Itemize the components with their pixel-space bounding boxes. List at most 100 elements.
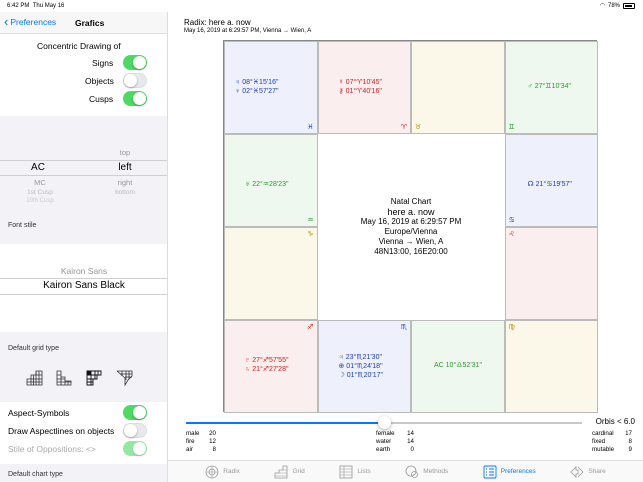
stat-row: water 14 [376, 438, 414, 446]
picker-option[interactable]: top [119, 148, 131, 157]
tab-bar: Radix Grid Lists Methods Preferences Sha… [168, 460, 643, 482]
stat-value: 12 [209, 438, 216, 445]
planet-list: ♇ 27°♐57'55" ♄ 21°♐27'28" [245, 356, 288, 374]
gemini-sign-icon: ♊ [508, 124, 515, 131]
chart-date: May 16, 2019 at 6:29:57 PM [360, 217, 462, 226]
chart-cell-libra[interactable]: AC 10°♎52'31" [411, 320, 505, 413]
tab-grid[interactable]: Grid [274, 465, 305, 479]
planet-list: ♃ 23°♏21'30" ⊕ 01°♏24'18" ☽ 01°♏20'17" [339, 353, 383, 380]
toggle-aspect-symbols-label: Aspect-Symbols [8, 408, 70, 418]
stat-label: mutable [592, 446, 615, 453]
toggle-signs[interactable] [123, 55, 147, 70]
chart-cell-sagittarius[interactable]: ♐ ♇ 27°♐57'55" ♄ 21°♐27'28" [224, 320, 318, 413]
planet-position: ♀ 02°♓57'27" [235, 88, 279, 95]
chart-cell-virgo[interactable]: ♍ [504, 320, 598, 413]
font-selected[interactable]: Kairon Sans Black [43, 280, 125, 291]
stat-value: 0 [410, 446, 414, 453]
stat-value: 20 [209, 430, 216, 437]
font-option[interactable]: Kairon Sans [60, 266, 108, 276]
stat-row: air 8 [186, 446, 216, 454]
back-button[interactable]: ‹ Preferences [4, 14, 57, 29]
tab-share[interactable]: Share [570, 465, 606, 479]
font-picker[interactable]: Kairon Sans Kairon Sans Black [0, 244, 167, 332]
chart-location: Vienna → Wien, A [378, 237, 444, 246]
stat-value: 14 [407, 430, 414, 437]
stat-row: female 14 [376, 430, 414, 438]
chart-cell-scorpio[interactable]: ♏ ♃ 23°♏21'30" ⊕ 01°♏24'18" ☽ 01°♏20'17" [317, 320, 411, 413]
stat-label: cardinal [592, 430, 614, 437]
picker-selected-primary[interactable]: AC [31, 162, 45, 173]
orbis-slider[interactable] [186, 416, 582, 429]
grid-type-filled-icon[interactable] [86, 370, 103, 386]
orbis-slider-knob[interactable] [378, 416, 391, 429]
chart-coords: 48N13:00, 16E20:00 [374, 247, 448, 256]
planet-position: AC 10°♎52'31" [434, 362, 482, 369]
chart-cell-leo[interactable]: ♌ [504, 227, 598, 320]
taurus-sign-icon: ♉ [415, 124, 422, 131]
orbis-label: Orbis < 6.0 [595, 417, 635, 426]
stat-label: male [186, 430, 200, 437]
toggle-oppositions[interactable] [123, 441, 147, 456]
planet-list: ♃ 08°♓15'16" ♀ 02°♓57'27" [235, 78, 278, 96]
status-time: 6:42 PM Thu May 16 [7, 3, 65, 9]
grid-type-diagonal-icon[interactable] [116, 370, 133, 386]
planet-position: ⊕ 01°♏24'18" [338, 363, 383, 370]
tab-lists[interactable]: Lists [339, 465, 371, 479]
planet-position: ♄ 21°♐27'28" [245, 366, 289, 373]
main-area: Radix: here a. now May 16, 2019 at 6:29:… [168, 12, 643, 482]
stat-label: fire [186, 438, 195, 445]
chart-cell-aries[interactable]: ♈ ☿ 07°♈10'45" ⚷ 01°♈40'16" [317, 41, 411, 134]
chart-cell-aquarius[interactable]: ♒ ♅ 22°♒28'23" [224, 134, 318, 227]
font-stile-label: Font stile [8, 222, 37, 229]
natal-chart-grid[interactable]: ♍ AC 10°♎52'31" ♏ ♃ 23°♏21'30" ⊕ 01°♏24'18" ☽… [223, 40, 598, 413]
stats-modalities: cardinal 17 fixed 8 mutable 9 [592, 430, 632, 454]
chart-cell-gemini[interactable]: ♊ ♂ 27°♊10'34" [504, 41, 598, 134]
picker-selected-secondary[interactable]: left [118, 162, 132, 173]
planet-position: ♃ 08°♓15'16" [235, 79, 279, 86]
chart-cell-taurus[interactable]: ♉ [411, 41, 505, 134]
orientation-picker[interactable]: top AC left MC right 1st Cusp bottom 10t… [0, 116, 167, 212]
tab-methods[interactable]: Methods [405, 465, 448, 479]
stat-row: male 20 [186, 430, 216, 438]
chart-cell-pisces[interactable]: ♓ ♃ 08°♓15'16" ♀ 02°♓57'27" [224, 41, 318, 134]
stat-row: fixed 8 [592, 438, 632, 446]
picker-option[interactable]: 1st Cusp [27, 189, 53, 196]
stat-label: earth [376, 446, 391, 453]
picker-option[interactable]: MC [34, 178, 46, 187]
toggle-aspectlines-label: Draw Aspectlines on objects [8, 426, 115, 436]
toggle-cusps[interactable] [123, 91, 147, 106]
orbis-slider-fill [186, 422, 384, 424]
share-icon [570, 465, 584, 478]
stat-label: water [376, 438, 392, 445]
tab-preferences[interactable]: Preferences [483, 465, 536, 479]
chart-type: Natal Chart [390, 197, 432, 206]
toggle-objects-label: Objects [85, 76, 114, 86]
toggle-aspect-symbols[interactable] [123, 405, 147, 420]
radix-title: Radix: here a. now [184, 18, 251, 27]
toggle-signs-label: Signs [92, 58, 114, 68]
toggle-aspectlines[interactable] [123, 423, 147, 438]
toggle-objects[interactable] [123, 73, 147, 88]
wifi-icon: ◠ [599, 3, 605, 9]
scorpio-sign-icon: ♏ [400, 324, 407, 331]
tab-radix[interactable]: Radix [205, 465, 240, 479]
battery-percent: 78% [607, 2, 620, 9]
leo-sign-icon: ♌ [508, 231, 515, 238]
grid-type-square-icon[interactable] [26, 370, 43, 386]
chart-cell-capricorn[interactable]: ♑ [224, 227, 318, 320]
stat-row: cardinal 17 [592, 430, 632, 438]
chart-cell-cancer[interactable]: ♋ ☊ 21°♋19'57" [504, 134, 598, 227]
grid-type-stair-icon[interactable] [56, 370, 73, 386]
stat-label: fixed [592, 438, 606, 445]
planet-position: ☊ 21°♋19'57" [527, 181, 572, 188]
picker-option[interactable]: 10th Cusp [26, 198, 54, 204]
picker-option[interactable]: bottom [115, 189, 135, 196]
stat-label: air [186, 446, 193, 453]
planet-position: ♅ 22°♒28'23" [245, 181, 289, 188]
capricorn-sign-icon: ♑ [307, 231, 314, 238]
battery-icon [623, 2, 635, 9]
stat-row: mutable 9 [592, 446, 632, 454]
chart-timezone: Europe/Vienna [384, 227, 438, 236]
stat-value: 8 [628, 438, 632, 445]
picker-option[interactable]: right [117, 178, 133, 187]
